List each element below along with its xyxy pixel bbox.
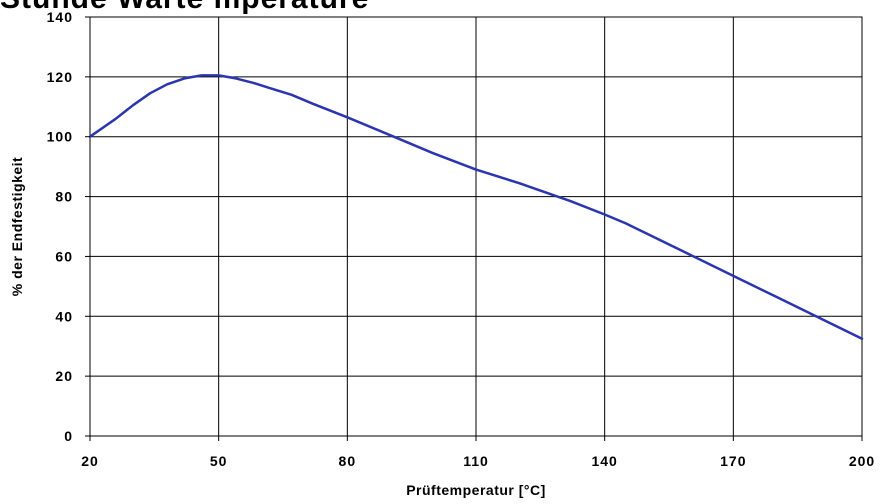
- x-axis-ticks: 20 50 80 110 140 170 200: [81, 436, 875, 469]
- y-tick-label: 20: [55, 368, 73, 384]
- y-tick-label: 100: [47, 129, 73, 145]
- series-layer: [88, 74, 864, 340]
- y-tick-label: 120: [47, 69, 73, 85]
- y-tick-label: 0: [64, 428, 73, 444]
- y-axis-ticks: 0 20 40 60 80 100 120 140: [47, 9, 90, 444]
- grid: [90, 17, 862, 436]
- x-tick-label: 140: [591, 453, 617, 469]
- x-tick-label: 50: [210, 453, 228, 469]
- x-tick-label: 20: [81, 453, 99, 469]
- x-tick-label: 200: [849, 453, 875, 469]
- series-line-1: [88, 74, 864, 340]
- x-tick-label: 170: [720, 453, 746, 469]
- x-tick-label: 80: [339, 453, 357, 469]
- title-layer: Stunde Warte mperature: [0, 0, 369, 15]
- y-tick-label: 80: [55, 189, 73, 205]
- y-tick-label: 60: [55, 248, 73, 264]
- y-axis-title: % der Endfestigkeit: [9, 157, 25, 296]
- y-tick-label: 40: [55, 308, 73, 324]
- chart-title: Stunde Warte mperature: [0, 0, 369, 15]
- y-tick-label: 140: [47, 9, 73, 25]
- x-axis-title: Prüftemperatur [°C]: [406, 482, 546, 498]
- x-tick-label: 110: [463, 453, 489, 469]
